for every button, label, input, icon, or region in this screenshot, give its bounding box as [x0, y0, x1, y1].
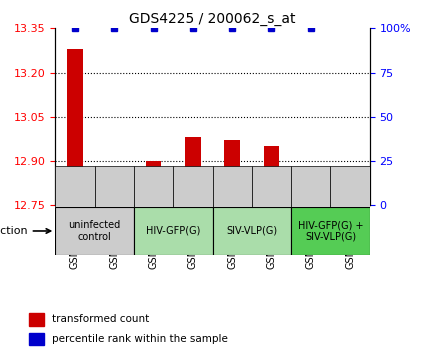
Text: transformed count: transformed count: [52, 314, 149, 324]
Text: infection: infection: [0, 226, 51, 236]
Bar: [342, 202, 358, 205]
FancyBboxPatch shape: [212, 207, 291, 255]
Bar: [303, 202, 319, 205]
Title: GDS4225 / 200062_s_at: GDS4225 / 200062_s_at: [129, 12, 296, 26]
Bar: [67, 49, 83, 205]
Bar: [224, 141, 240, 205]
Text: HIV-GFP(G): HIV-GFP(G): [146, 226, 200, 236]
FancyBboxPatch shape: [55, 207, 134, 255]
FancyBboxPatch shape: [173, 166, 212, 207]
Bar: [106, 182, 122, 205]
Bar: [29, 313, 44, 326]
FancyBboxPatch shape: [291, 207, 370, 255]
FancyBboxPatch shape: [291, 166, 331, 207]
Text: uninfected
control: uninfected control: [68, 220, 121, 242]
Text: SIV-VLP(G): SIV-VLP(G): [226, 226, 278, 236]
FancyBboxPatch shape: [252, 166, 291, 207]
Bar: [146, 161, 162, 205]
FancyBboxPatch shape: [331, 166, 370, 207]
FancyBboxPatch shape: [134, 166, 173, 207]
FancyBboxPatch shape: [212, 166, 252, 207]
FancyBboxPatch shape: [55, 166, 94, 207]
Bar: [264, 146, 279, 205]
Text: percentile rank within the sample: percentile rank within the sample: [52, 334, 228, 344]
Bar: [29, 333, 44, 345]
FancyBboxPatch shape: [134, 207, 212, 255]
Text: HIV-GFP(G) +
SIV-VLP(G): HIV-GFP(G) + SIV-VLP(G): [298, 220, 363, 242]
FancyBboxPatch shape: [94, 166, 134, 207]
Bar: [185, 137, 201, 205]
